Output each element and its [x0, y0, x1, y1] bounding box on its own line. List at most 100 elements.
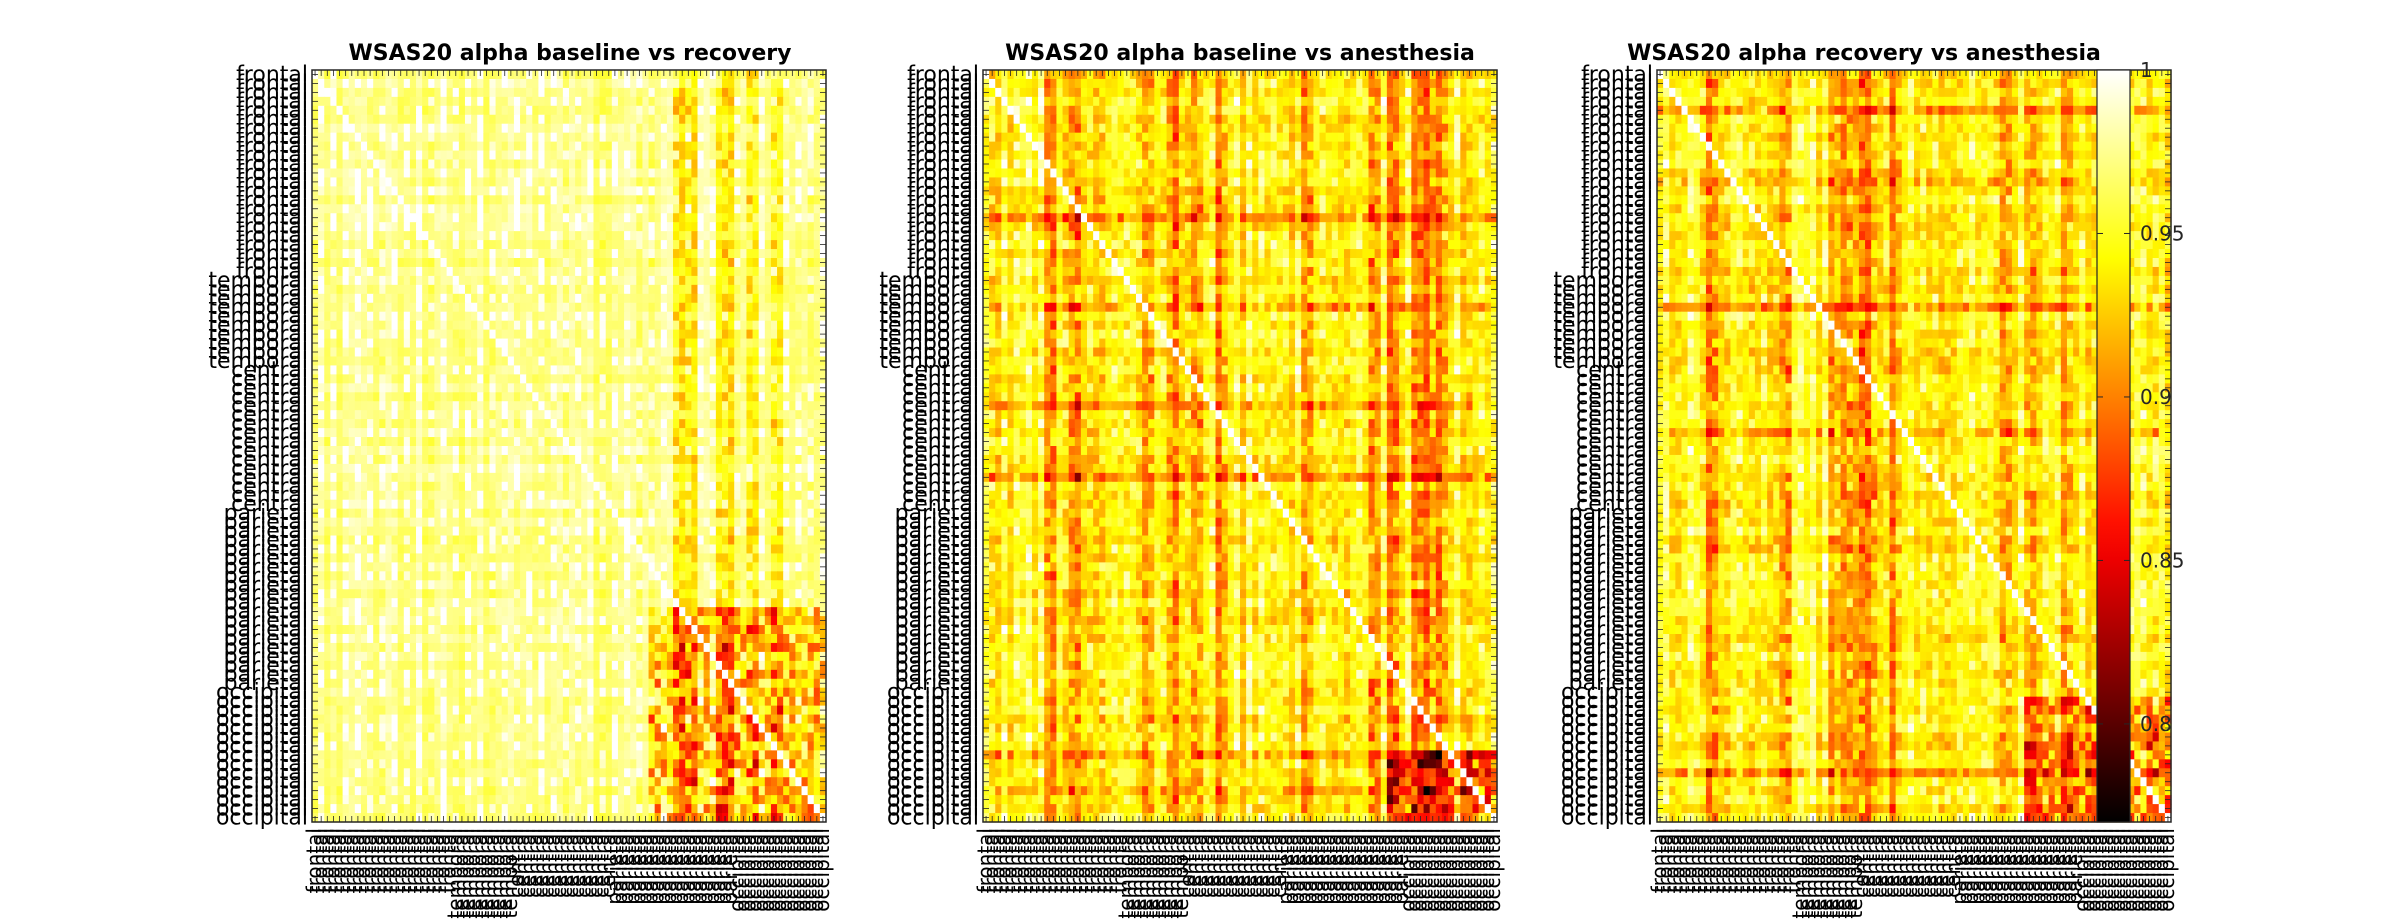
heatmap-cell [734, 195, 741, 205]
heatmap-cell [581, 123, 588, 134]
heatmap-cell [544, 535, 552, 546]
heatmap-cell [348, 132, 356, 143]
heatmap-cell [734, 311, 741, 322]
heatmap-cell [397, 562, 405, 572]
heatmap-cell [783, 222, 790, 232]
heatmap-cell [348, 258, 356, 268]
heatmap-cell [422, 571, 429, 581]
heatmap-cell [471, 231, 478, 241]
heatmap-cell [746, 535, 754, 546]
heatmap-cell [715, 159, 723, 170]
heatmap-cell [409, 114, 417, 125]
heatmap-cell [446, 419, 454, 429]
heatmap-cell [379, 302, 387, 313]
heatmap-cell [697, 78, 705, 89]
heatmap-cell [324, 132, 331, 143]
heatmap-cell [660, 392, 668, 402]
heatmap-cell [654, 195, 662, 205]
heatmap-cell [495, 383, 503, 393]
heatmap-cell [422, 177, 429, 187]
heatmap-cell [746, 374, 754, 384]
heatmap-cell [666, 87, 674, 98]
heatmap-cell [318, 132, 325, 143]
heatmap-cell [630, 463, 637, 474]
heatmap-cell [611, 114, 619, 125]
heatmap-cell [691, 123, 699, 134]
heatmap-cell [807, 454, 815, 465]
heatmap-cell [630, 186, 637, 196]
heatmap-cell [440, 320, 448, 331]
heatmap-cell [416, 78, 423, 89]
heatmap-cell [709, 258, 717, 268]
heatmap-cell [703, 553, 711, 563]
heatmap-cell [715, 320, 723, 331]
heatmap-cell [556, 141, 564, 152]
heatmap-cell [654, 490, 662, 501]
heatmap-cell [593, 284, 601, 295]
heatmap-cell [440, 481, 448, 492]
heatmap-cell [489, 374, 497, 384]
heatmap-cell [336, 87, 344, 98]
heatmap-cell [575, 249, 582, 259]
heatmap-cell [342, 284, 350, 295]
heatmap-cell [391, 123, 399, 134]
heatmap-cell [752, 454, 760, 465]
heatmap-cell [489, 78, 497, 89]
heatmap-cell [770, 302, 778, 313]
heatmap-cell [471, 392, 478, 402]
heatmap-cell [367, 338, 374, 349]
heatmap-cell [416, 419, 423, 429]
heatmap-cell [550, 213, 558, 223]
heatmap-cell [385, 589, 393, 599]
heatmap-cell [354, 114, 362, 125]
heatmap-cell [342, 347, 350, 358]
heatmap-cell [636, 96, 644, 107]
heatmap-cell [587, 284, 595, 295]
heatmap-cell [434, 78, 442, 89]
heatmap-cell [691, 222, 699, 232]
heatmap-cell [483, 258, 491, 268]
heatmap-cell [495, 222, 503, 232]
heatmap-cell [770, 284, 778, 295]
heatmap-cell [648, 553, 656, 563]
heatmap-cell [440, 553, 448, 563]
heatmap-cell [501, 311, 509, 322]
heatmap-cell [813, 311, 821, 322]
heatmap-cell [703, 338, 711, 349]
heatmap-cell [513, 508, 521, 519]
heatmap-cell [691, 526, 699, 537]
heatmap-cell [783, 356, 790, 367]
heatmap-cell [807, 204, 815, 214]
heatmap-cell [789, 401, 797, 411]
heatmap-cell [648, 320, 656, 331]
heatmap-cell [795, 580, 803, 590]
heatmap-cell [336, 562, 344, 572]
heatmap-cell [452, 347, 460, 358]
heatmap-cell [654, 177, 662, 187]
heatmap-cell [642, 419, 650, 429]
heatmap-cell [342, 481, 350, 492]
heatmap-cell [660, 535, 668, 546]
heatmap-cell [348, 580, 356, 590]
heatmap-cell [728, 186, 735, 196]
heatmap-cell [403, 598, 411, 608]
heatmap-cell [416, 213, 423, 223]
heatmap-cell [642, 141, 650, 152]
heatmap-cell [550, 544, 558, 555]
heatmap-cell [495, 258, 503, 268]
heatmap-cell [397, 78, 405, 89]
heatmap-cell [691, 383, 699, 393]
heatmap-cell [544, 123, 552, 134]
heatmap-cell [403, 589, 411, 599]
heatmap-cell [630, 302, 637, 313]
heatmap-cell [520, 401, 527, 411]
heatmap-cell [807, 96, 815, 107]
heatmap-cell [477, 419, 484, 429]
heatmap-cell [752, 589, 760, 599]
heatmap-cell [330, 302, 338, 313]
heatmap-cell [471, 123, 478, 134]
heatmap-cell [666, 159, 674, 170]
heatmap-cell [397, 168, 405, 179]
heatmap-cell [636, 517, 644, 528]
heatmap-cell [428, 535, 435, 546]
